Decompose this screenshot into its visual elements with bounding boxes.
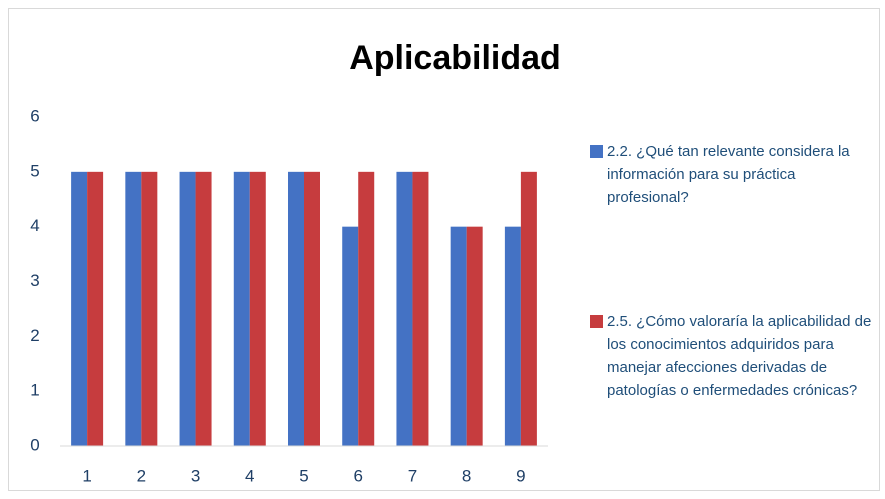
bar: [179, 171, 196, 447]
x-tick-label: 3: [191, 466, 200, 485]
legend-item: 2.5. ¿Cómo valoraría la aplicabilidad de…: [590, 310, 872, 402]
x-tick-label: 8: [462, 466, 471, 485]
bar: [504, 226, 521, 446]
legend-label: 2.2. ¿Qué tan relevante considera la inf…: [607, 143, 850, 206]
bar: [87, 171, 104, 447]
chart-title: Aplicabilidad: [349, 39, 561, 77]
x-tick-label: 1: [82, 466, 91, 485]
bar: [288, 171, 304, 447]
bar: [358, 171, 375, 447]
bar: [520, 171, 537, 447]
y-tick-label: 3: [30, 271, 39, 290]
x-tick-label: 4: [245, 466, 254, 485]
bar: [304, 171, 320, 447]
y-tick-label: 6: [30, 106, 39, 125]
y-tick-label: 4: [30, 216, 39, 235]
x-tick-label: 5: [299, 466, 308, 485]
legend-swatch: [590, 145, 603, 158]
x-tick-label: 7: [408, 466, 417, 485]
bar: [450, 226, 467, 446]
legend-item: 2.2. ¿Qué tan relevante considera la inf…: [590, 140, 872, 209]
legend-label: 2.5. ¿Cómo valoraría la aplicabilidad de…: [607, 313, 872, 399]
y-tick-label: 5: [30, 161, 39, 180]
y-tick-label: 2: [30, 326, 39, 345]
x-tick-label: 9: [516, 466, 525, 485]
bar: [342, 226, 359, 446]
x-tick-label: 6: [353, 466, 362, 485]
legend-swatch: [590, 315, 603, 328]
bar: [396, 171, 413, 447]
bar: [466, 226, 483, 446]
x-tick-label: 2: [137, 466, 146, 485]
y-tick-label: 1: [30, 381, 39, 400]
bar: [249, 171, 266, 447]
y-tick-label: 0: [30, 435, 39, 454]
bar: [125, 171, 142, 447]
bar: [195, 171, 212, 447]
bar: [233, 171, 250, 447]
bar: [71, 171, 88, 447]
bar: [412, 171, 429, 447]
bar: [141, 171, 158, 447]
